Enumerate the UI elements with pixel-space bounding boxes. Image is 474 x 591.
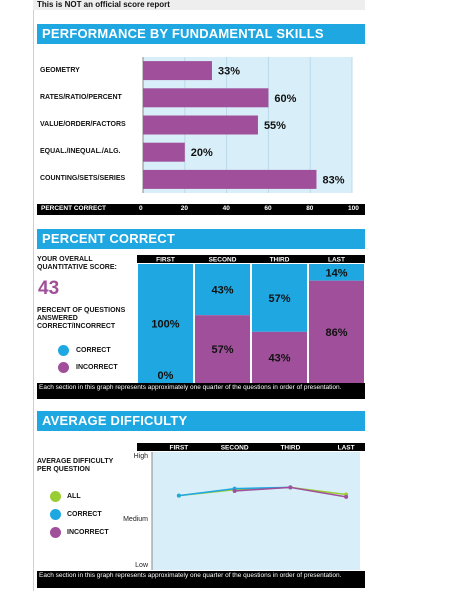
correct-segment-second — [195, 264, 250, 316]
incorrect-label-second: 57% — [211, 344, 233, 356]
incorrect-label-third: 43% — [268, 352, 290, 364]
bar-value-equal-inequal-alg: 20% — [191, 147, 213, 159]
percent-correct-chart: FIRST 100% 0% SECOND 43% 57% THIRD 57% 43% LAST 14… — [137, 255, 365, 383]
incorrect-segment-last — [309, 280, 364, 383]
x-tick-label: 20 — [180, 205, 189, 212]
difficulty-column-header-bar — [137, 443, 365, 451]
performance-chart: 33% 60% 55% 20% 83% — [142, 57, 353, 193]
correct-label-first: 100% — [151, 319, 179, 331]
bar-equal-inequal-alg — [143, 142, 185, 162]
incorrect-legend-dot — [58, 362, 69, 373]
skill-label-value-order-factors: VALUE/ORDER/FACTORS — [40, 121, 126, 128]
correct-label-third: 57% — [268, 293, 290, 305]
column-header-second: SECOND — [209, 257, 237, 264]
correct-legend-label: CORRECT — [76, 347, 111, 354]
point-incorrect — [288, 485, 293, 490]
incorrect-label-first: 0% — [158, 370, 174, 382]
difficulty-column-header-third: THIRD — [280, 445, 300, 452]
correct-segment-first — [138, 264, 193, 383]
x-axis-label: PERCENT CORRECT — [41, 205, 107, 212]
incorrect-segment-third — [252, 331, 307, 383]
bar-counting-sets-series — [143, 169, 317, 189]
skill-label-rates-ratio-percent: RATES/RATIO/PERCENT — [40, 93, 122, 101]
percent-correct-axis-bar: PERCENT CORRECT 0 20 40 60 80 100 — [37, 204, 365, 215]
point-correct — [176, 493, 181, 498]
bar-value-rates-ratio-percent: 60% — [274, 93, 296, 105]
difficulty-column-header-first: FIRST — [169, 445, 188, 452]
questions-answered-label: PERCENT OF QUESTIONS ANSWERED CORRECT/IN… — [37, 307, 126, 330]
x-tick-label: 100 — [348, 205, 359, 212]
difficulty-column-header-last: LAST — [338, 445, 355, 452]
column-header-first: FIRST — [156, 257, 175, 264]
correct-label-second: 43% — [211, 285, 233, 297]
all-legend-label: ALL — [67, 493, 81, 500]
correct-difficulty-legend-label: CORRECT — [67, 511, 102, 518]
column-header-last: LAST — [328, 257, 345, 264]
skill-label-equal-inequal-alg: EQUAL./INEQUAL./ALG. — [40, 148, 121, 156]
incorrect-difficulty-legend-dot — [50, 527, 61, 538]
bar-value-order-factors — [143, 115, 258, 135]
performance-section-title: PERFORMANCE BY FUNDAMENTAL SKILLS — [37, 24, 365, 44]
overall-score-value: 43 — [38, 278, 60, 299]
x-tick-label: 40 — [222, 205, 230, 212]
correct-label-last: 14% — [325, 267, 347, 279]
y-tick-medium: Medium — [123, 516, 148, 523]
all-legend-dot — [50, 491, 61, 502]
left-divider — [33, 10, 34, 591]
skill-label-counting-sets-series: COUNTING/SETS/SERIES — [40, 175, 126, 183]
overall-score-label: YOUR OVERALL QUANTITATIVE SCORE: — [37, 256, 117, 271]
incorrect-legend-label: INCORRECT — [76, 364, 118, 371]
correct-legend-dot — [58, 345, 69, 356]
x-tick-label: 80 — [306, 205, 314, 212]
column-header-bar — [137, 255, 365, 263]
average-difficulty-note: Each section in this graph represents ap… — [37, 571, 365, 588]
skill-label-geometry: GEOMETRY — [40, 66, 80, 74]
column-header-third: THIRD — [270, 257, 290, 264]
bar-geometry — [143, 61, 212, 81]
correct-difficulty-legend-dot — [50, 509, 61, 520]
y-tick-low: Low — [135, 562, 149, 569]
point-incorrect — [344, 494, 349, 499]
percent-correct-note: Each section in this graph represents ap… — [37, 383, 365, 399]
bar-value-geometry: 33% — [218, 66, 240, 78]
percent-correct-section-title: PERCENT CORRECT — [37, 229, 365, 249]
correct-segment-last — [309, 264, 364, 281]
incorrect-label-last: 86% — [325, 327, 347, 339]
point-incorrect — [232, 488, 237, 493]
x-tick-label: 0 — [139, 205, 143, 212]
incorrect-segment-second — [195, 315, 250, 383]
average-difficulty-section-title: AVERAGE DIFFICULTY — [37, 411, 365, 431]
incorrect-difficulty-legend-label: INCORRECT — [67, 529, 109, 536]
bar-rates-ratio-percent — [143, 88, 269, 108]
difficulty-column-header-second: SECOND — [221, 445, 249, 452]
x-tick-label: 60 — [264, 205, 272, 212]
y-tick-high: High — [134, 453, 149, 460]
difficulty-plot-area — [152, 452, 360, 570]
bar-value-counting-sets-series: 83% — [322, 174, 344, 186]
difficulty-per-question-label: AVERAGE DIFFICULTY PER QUESTION — [37, 458, 114, 473]
bar-value-value-order-factors: 55% — [264, 120, 286, 132]
correct-segment-third — [252, 264, 307, 332]
disclaimer-banner: This is NOT an official score report — [33, 0, 365, 10]
